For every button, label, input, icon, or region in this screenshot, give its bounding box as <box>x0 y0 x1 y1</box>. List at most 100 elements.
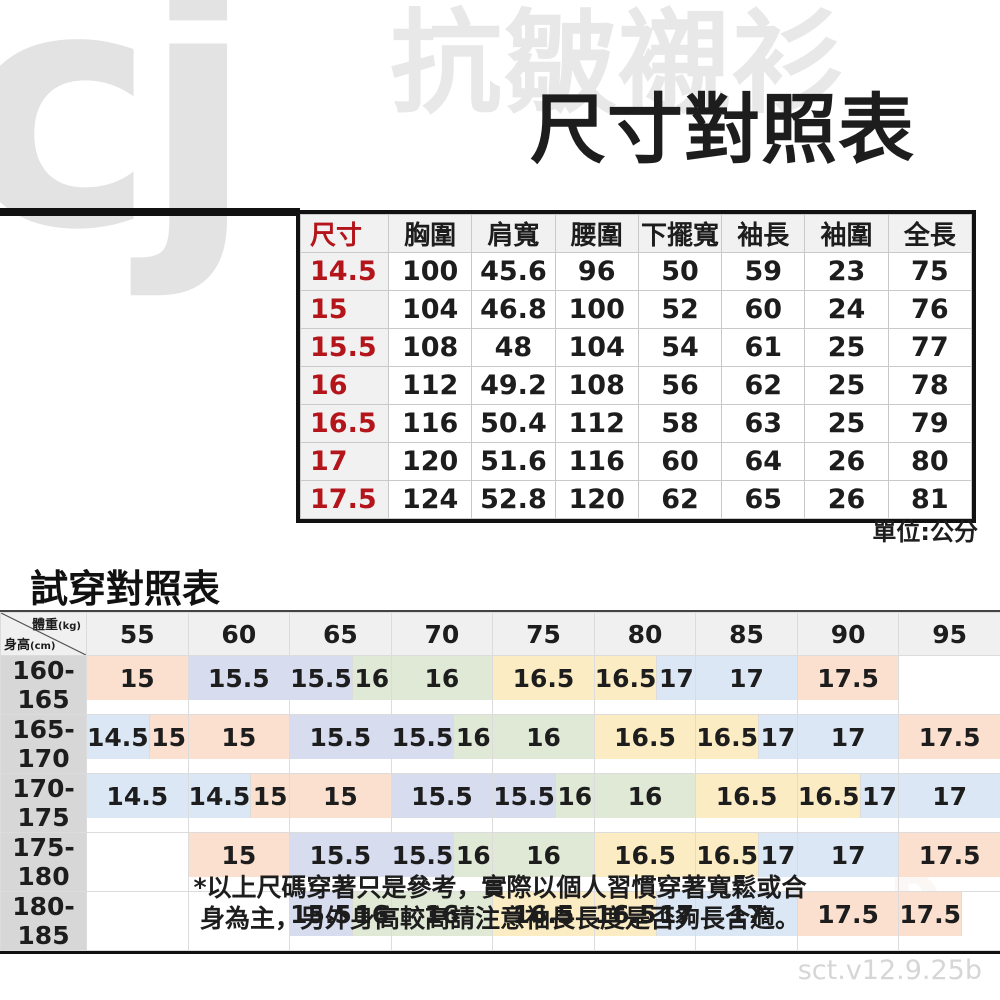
measurement-cell: 108 <box>554 366 639 405</box>
recommended-size-cell: 15 <box>188 833 290 877</box>
fit-weight-cell <box>187 891 291 951</box>
fit-weight-cell: 17.5 <box>796 891 900 951</box>
brand-watermark-logo: cj <box>0 0 255 302</box>
fit-weight-cell: 16 <box>593 773 697 833</box>
measurement-cell: 96 <box>554 252 639 291</box>
recommended-size-cell: 16.5 <box>797 774 861 818</box>
measurement-cell: 58 <box>637 404 723 443</box>
measurement-cell: 23 <box>804 252 889 291</box>
recommended-size-cell: 16.5 <box>493 892 594 936</box>
height-row-header: 175-180 <box>0 832 87 892</box>
recommended-size-cell: 16.5 <box>594 656 658 700</box>
measurement-cell: 80 <box>887 442 973 481</box>
measure-col-header: 下擺寬 <box>637 214 723 253</box>
measure-col-header: 胸圍 <box>387 214 473 253</box>
measurement-cell: 112 <box>387 366 473 405</box>
fit-weight-cell: 17 <box>695 655 798 715</box>
measurement-cell: 64 <box>721 442 806 481</box>
size-label-cell: 17 <box>300 442 389 481</box>
weight-column-header: 80 <box>593 612 697 656</box>
recommended-size-cell: 17.5 <box>797 656 899 700</box>
recommended-size-cell: 15 <box>188 715 290 759</box>
size-chart-row: 16 112 49.2 108 56 62 25 78 <box>300 366 973 405</box>
recommended-size-cell: 15.5 <box>391 833 455 877</box>
fit-weight-cell: 15.5 <box>187 655 291 715</box>
measurement-cell: 61 <box>721 328 806 367</box>
measurement-cell: 25 <box>804 366 889 405</box>
measurement-cell: 25 <box>804 328 889 367</box>
recommended-size-cell: 17 <box>696 892 797 936</box>
title-accent-bar <box>0 208 300 216</box>
recommended-size-cell: 17.5 <box>899 892 963 936</box>
fit-weight-cell: 15.5 <box>390 773 494 833</box>
fitting-chart-row: 180-185 15.5 16 16 16.5 16.5 17 17 17.5 17.5 <box>0 891 1000 951</box>
fitting-chart-row: 160-165 15 15.5 15.5 16 16 16.5 16.5 17 17 17.5 <box>0 655 1000 715</box>
measure-col-header: 全長 <box>887 214 973 253</box>
recommended-size-cell: 17 <box>696 656 797 700</box>
measurement-cell: 81 <box>887 480 973 519</box>
recommended-size-cell: 15.5 <box>290 833 391 877</box>
recommended-size-cell: 16 <box>352 892 391 936</box>
fit-weight-cell: 16.5 17 <box>593 891 697 951</box>
fit-weight-cell: 17 <box>796 714 900 774</box>
measurement-cell: 26 <box>804 442 889 481</box>
fit-weight-cell: 16.5 <box>695 773 798 833</box>
fit-weight-cell: 15.5 16 <box>390 714 494 774</box>
recommended-size-cell: 17 <box>657 892 696 936</box>
fitting-chart-tbody: 160-165 15 15.5 15.5 16 16 16.5 16.5 17 17 17.5 165… <box>0 655 1000 951</box>
recommended-size-cell: 14.5 <box>87 715 150 759</box>
measurement-cell: 25 <box>804 404 889 443</box>
measurement-cell: 104 <box>387 290 473 329</box>
recommended-size-cell: 16.5 <box>493 656 594 700</box>
measurement-cell: 51.6 <box>471 442 556 481</box>
fit-weight-cell: 15.5 <box>289 832 392 892</box>
fit-weight-cell: 17.5 <box>898 891 1000 951</box>
measurement-cell: 100 <box>387 252 473 291</box>
measurement-cell: 108 <box>387 328 473 367</box>
fit-weight-cell: 16.5 <box>492 891 595 951</box>
recommended-size-cell: 14.5 <box>87 774 188 818</box>
recommended-size-cell <box>87 892 188 936</box>
weight-column-header: 75 <box>492 612 595 656</box>
fit-weight-cell: 17 <box>695 891 798 951</box>
size-label-cell: 17.5 <box>300 480 389 519</box>
measurement-cell: 79 <box>887 404 973 443</box>
size-col-header: 尺寸 <box>300 214 389 253</box>
measurement-cell: 120 <box>554 480 639 519</box>
height-row-header: 180-185 <box>0 891 87 951</box>
recommended-size-cell: 16.5 <box>594 833 696 877</box>
footnote-line-1: *以上尺碼穿著只是參考，實際以個人習慣穿著寬鬆或合 <box>193 873 807 902</box>
size-chart-table: 尺寸 胸圍 肩寬 腰圍 下擺寬 袖長 袖圍 全長 14.5 100 45.6 96 50 59 23 75 1… <box>300 214 973 519</box>
size-chart-table-container: 尺寸 胸圍 肩寬 腰圍 下擺寬 袖長 袖圍 全長 14.5 100 45.6 96 50 59 23 75 1… <box>296 210 976 523</box>
fit-weight-cell: 15.5 16 <box>289 891 392 951</box>
fitting-chart-row: 170-175 14.5 14.5 15 15 15.5 15.5 16 16 16.5 16.5 1… <box>0 773 1000 833</box>
fitting-chart-row: 175-180 15 15.5 15.5 16 16 16.5 16.5 17 17 17.5 <box>0 832 1000 892</box>
size-label-cell: 15.5 <box>300 328 389 367</box>
height-row-header: 170-175 <box>0 773 87 833</box>
measurement-cell: 116 <box>387 404 473 443</box>
recommended-size-cell: 15.5 <box>493 774 556 818</box>
size-label-cell: 16 <box>300 366 389 405</box>
recommended-size-cell: 16 <box>493 715 594 759</box>
recommended-size-cell: 15.5 <box>391 715 455 759</box>
fit-weight-cell: 15 <box>187 714 291 774</box>
recommended-size-cell: 17 <box>797 715 899 759</box>
recommended-size-cell: 16.5 <box>594 892 658 936</box>
measurement-cell: 78 <box>887 366 973 405</box>
fit-weight-cell <box>898 655 1000 715</box>
recommended-size-cell: 17 <box>860 774 899 818</box>
size-chart-thead: 尺寸 胸圍 肩寬 腰圍 下擺寬 袖長 袖圍 全長 <box>300 214 973 253</box>
measurement-cell: 124 <box>387 480 473 519</box>
size-chart-row: 17.5 124 52.8 120 62 65 26 81 <box>300 480 973 519</box>
size-label-cell: 16.5 <box>300 404 389 443</box>
measurement-cell: 60 <box>637 442 723 481</box>
recommended-size-cell: 16 <box>391 656 493 700</box>
size-chart-tbody: 14.5 100 45.6 96 50 59 23 75 15 104 46.8 100 52 60 24 7… <box>300 252 973 519</box>
product-watermark-text: 抗皺襯衫 <box>390 0 846 129</box>
recommended-size-cell: 16 <box>594 774 696 818</box>
measurement-cell: 46.8 <box>471 290 556 329</box>
measurement-cell: 52.8 <box>471 480 556 519</box>
recommended-size-cell: 16 <box>391 892 493 936</box>
measurement-cell: 120 <box>387 442 473 481</box>
weight-column-header: 90 <box>796 612 900 656</box>
